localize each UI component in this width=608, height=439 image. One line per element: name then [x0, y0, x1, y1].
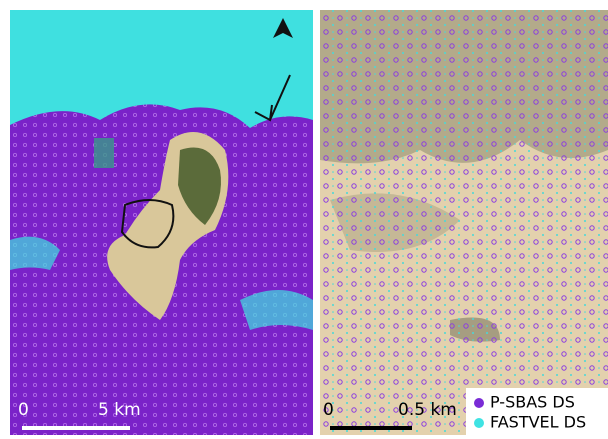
scale-end: 5 km — [98, 400, 141, 420]
scale-start: 0 — [323, 400, 334, 420]
legend-marker — [474, 418, 484, 428]
legend-label: FASTVEL DS — [490, 413, 586, 432]
left-map: 0 5 km — [10, 10, 313, 435]
legend-label: P-SBAS DS — [490, 393, 575, 412]
figure: 0 5 km 0 0.5 km P-SBAS DSFASTVEL DS — [0, 0, 608, 435]
scale-end: 0.5 km — [398, 400, 457, 420]
scale-start: 0 — [18, 400, 29, 420]
right-map: 0 0.5 km — [320, 10, 608, 435]
legend-marker — [474, 398, 484, 408]
